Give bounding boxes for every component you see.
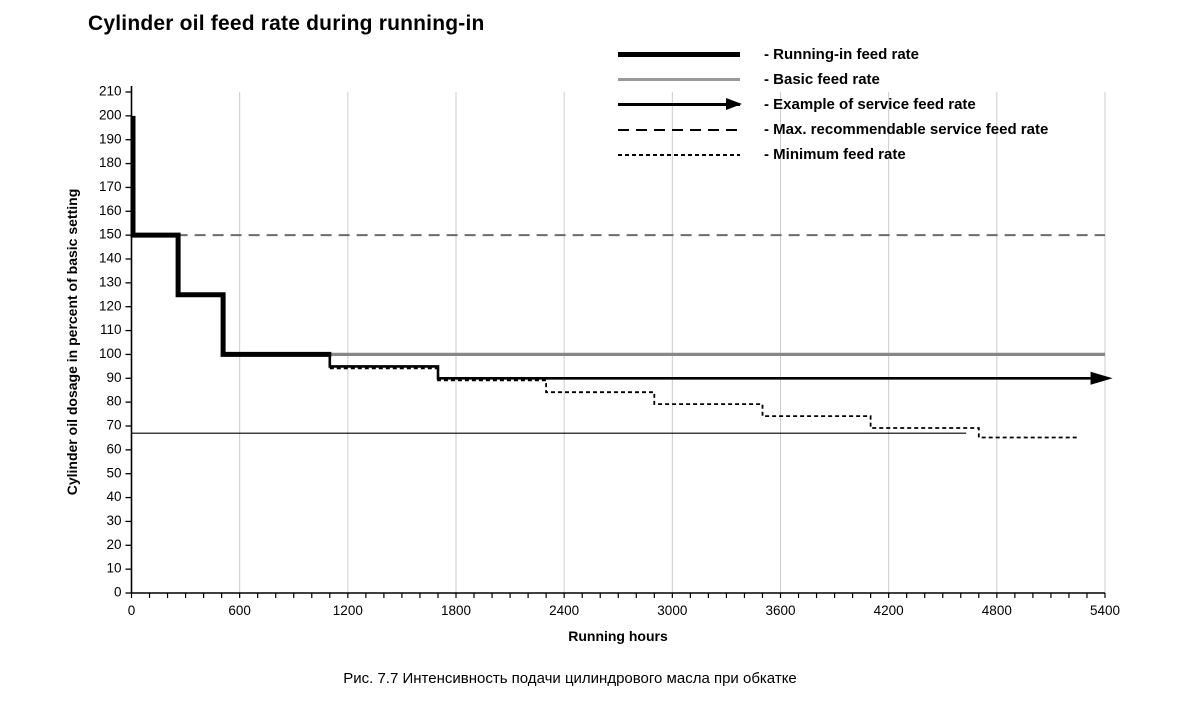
thick-solid-line-swatch-icon	[618, 52, 740, 57]
svg-text:200: 200	[99, 107, 122, 122]
svg-text:1800: 1800	[441, 603, 471, 618]
chart-legend: - Running-in feed rate - Basic feed rate…	[618, 42, 1048, 167]
svg-text:0: 0	[114, 585, 122, 600]
x-axis-ticks: 0 600 1200 1800 2400 3000 3600 4200 4800 5400	[128, 593, 1120, 618]
chart-title: Cylinder oil feed rate during running-in	[88, 12, 485, 35]
svg-text:3000: 3000	[657, 603, 687, 618]
svg-text:160: 160	[99, 203, 122, 218]
svg-text:0: 0	[128, 603, 136, 618]
svg-text:10: 10	[106, 561, 121, 576]
legend-item-label: - Basic feed rate	[764, 71, 880, 88]
service-rate-arrowhead-icon	[1090, 371, 1113, 385]
series-example-of-service-feed-rate	[328, 354, 1113, 385]
svg-text:5400: 5400	[1090, 603, 1120, 618]
svg-text:4200: 4200	[874, 603, 904, 618]
svg-text:150: 150	[99, 227, 122, 242]
svg-text:20: 20	[106, 537, 121, 552]
gridlines	[239, 92, 1106, 593]
series-running-in-feed-rate	[130, 115, 332, 357]
legend-item-max-recommendable: - Max. recommendable service feed rate	[618, 117, 1048, 142]
svg-text:30: 30	[106, 513, 121, 528]
svg-text:170: 170	[99, 179, 122, 194]
legend-item-label: - Running-in feed rate	[764, 46, 919, 63]
x-axis-title: Running hours	[568, 628, 668, 644]
svg-text:180: 180	[99, 155, 122, 170]
svg-text:70: 70	[106, 418, 121, 433]
svg-text:120: 120	[99, 298, 122, 313]
svg-text:140: 140	[99, 251, 122, 266]
y-axis-title: Cylinder oil dosage in percent of basic …	[64, 188, 80, 496]
legend-item-example-service: - Example of service feed rate	[618, 92, 1048, 117]
svg-text:40: 40	[106, 489, 121, 504]
svg-text:80: 80	[106, 394, 121, 409]
y-axis-ticks: 0 10 20 30 40 50 60 70 80 90 100 110 120 130 140 150 160…	[99, 84, 132, 600]
arrow-line-swatch-icon	[618, 98, 742, 110]
svg-text:100: 100	[99, 346, 122, 361]
svg-text:90: 90	[106, 370, 121, 385]
svg-text:600: 600	[228, 603, 251, 618]
legend-item-basic: - Basic feed rate	[618, 67, 1048, 92]
legend-item-running-in: - Running-in feed rate	[618, 42, 1048, 67]
svg-text:130: 130	[99, 274, 122, 289]
svg-text:110: 110	[100, 322, 122, 337]
series-minimum-feed-rate	[329, 367, 1078, 439]
svg-text:50: 50	[106, 465, 121, 480]
short-dash-line-swatch-icon	[618, 153, 740, 156]
svg-text:210: 210	[99, 84, 122, 99]
svg-text:2400: 2400	[549, 603, 579, 618]
gray-solid-line-swatch-icon	[618, 78, 740, 81]
svg-text:1200: 1200	[333, 603, 363, 618]
svg-text:190: 190	[99, 131, 122, 146]
legend-item-label: - Minimum feed rate	[764, 146, 906, 163]
legend-item-minimum: - Minimum feed rate	[618, 142, 1048, 167]
svg-text:3600: 3600	[765, 603, 795, 618]
svg-text:60: 60	[106, 441, 121, 456]
long-dash-line-swatch-icon	[618, 128, 740, 131]
arrowhead-icon	[726, 98, 742, 110]
svg-text:4800: 4800	[982, 603, 1012, 618]
legend-item-label: - Example of service feed rate	[764, 96, 976, 113]
legend-item-label: - Max. recommendable service feed rate	[764, 121, 1049, 138]
figure-caption: Рис. 7.7 Интенсивность подачи цилиндрово…	[343, 670, 797, 687]
